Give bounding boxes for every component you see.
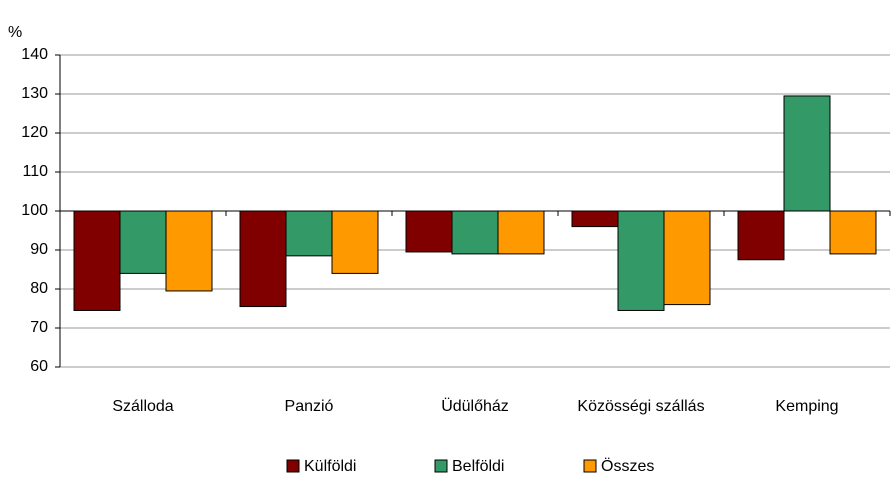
bar: [737, 210, 785, 261]
bar: [783, 95, 831, 212]
bar: [165, 210, 213, 292]
bar: [617, 210, 665, 311]
bar: [571, 210, 619, 228]
x-tick-label: Panzió: [285, 398, 334, 415]
legend-label: Külföldi: [304, 458, 356, 475]
y-tick-label: 80: [30, 280, 48, 297]
bar: [663, 210, 711, 306]
y-tick-label: 120: [21, 124, 48, 141]
bar: [239, 210, 287, 308]
bar: [119, 210, 167, 274]
y-tick-label: 60: [30, 358, 48, 375]
bar: [331, 210, 379, 274]
x-tick-label: Közösségi szállás: [577, 398, 704, 415]
y-tick-label: 140: [21, 46, 48, 63]
y-tick-label: 90: [30, 241, 48, 258]
legend-label: Belföldi: [452, 458, 504, 475]
y-tick-label: 70: [30, 319, 48, 336]
bar: [829, 210, 877, 255]
legend-swatch: [434, 459, 448, 473]
x-tick-label: Üdülőház: [441, 397, 509, 415]
bar: [285, 210, 333, 257]
x-tick-label: Kemping: [775, 398, 838, 415]
y-unit: %: [8, 24, 22, 41]
legend-swatch: [583, 459, 597, 473]
y-tick-label: 100: [21, 202, 48, 219]
legend-label: Összes: [601, 457, 654, 475]
y-tick-label: 130: [21, 85, 48, 102]
bar: [405, 210, 453, 253]
legend-swatch: [286, 459, 300, 473]
y-tick-label: 110: [22, 163, 48, 180]
bar: [497, 210, 545, 255]
x-tick-label: Szálloda: [112, 398, 173, 415]
bar: [451, 210, 499, 255]
bar: [73, 210, 121, 311]
